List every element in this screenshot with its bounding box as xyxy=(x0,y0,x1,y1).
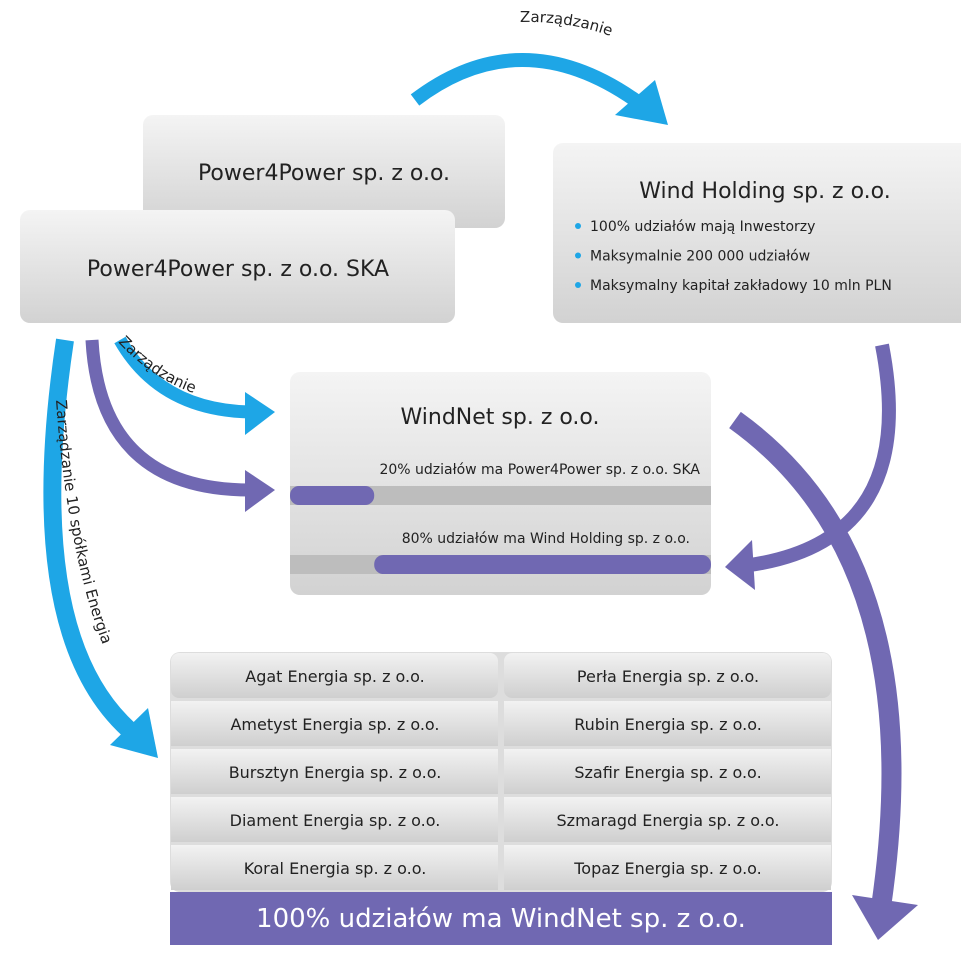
arrow-label: Zarządzanie xyxy=(520,8,615,40)
company-name: Bursztyn Energia sp. z o.o. xyxy=(229,763,442,782)
arrow-mid xyxy=(114,336,251,419)
company-grid: Agat Energia sp. z o.o. Ametyst Energia s… xyxy=(171,653,831,890)
arrow-left xyxy=(43,338,141,742)
company-cell xyxy=(171,653,498,698)
box-title: WindNet sp. z o.o. xyxy=(401,405,600,430)
company-name: Szmaragd Energia sp. z o.o. xyxy=(557,811,780,830)
footer-text: 100% udziałów ma WindNet sp. z o.o. xyxy=(256,904,746,934)
share-bar xyxy=(374,555,711,574)
company-cell xyxy=(504,845,831,890)
bullet-text: Maksymalnie 200 000 udziałów xyxy=(590,249,810,265)
company-name: Koral Energia sp. z o.o. xyxy=(244,859,427,878)
arrowhead xyxy=(615,80,668,125)
company-name: Topaz Energia sp. z o.o. xyxy=(573,859,762,878)
arrowhead xyxy=(852,895,918,940)
company-cell xyxy=(504,749,831,794)
share-label: 80% udziałów ma Wind Holding sp. z o.o. xyxy=(402,531,690,547)
company-name: Ametyst Energia sp. z o.o. xyxy=(230,715,439,734)
company-cell xyxy=(171,701,498,746)
bullet-dot xyxy=(575,252,581,259)
share-track xyxy=(290,486,711,505)
bullet-dot xyxy=(575,282,581,288)
share-label: 20% udziałów ma Power4Power sp. z o.o. S… xyxy=(379,462,700,478)
arrow-purple-left xyxy=(85,339,251,497)
company-cell xyxy=(504,797,831,842)
arrowhead xyxy=(110,708,158,758)
box-title: Power4Power sp. z o.o. SKA xyxy=(87,257,389,282)
box xyxy=(553,143,961,323)
box xyxy=(290,372,711,595)
box-title: Wind Holding sp. z o.o. xyxy=(639,179,890,204)
company-name: Szafir Energia sp. z o.o. xyxy=(574,763,761,782)
company-name: Diament Energia sp. z o.o. xyxy=(230,811,441,830)
company-cell xyxy=(171,749,498,794)
arrowhead xyxy=(245,470,275,512)
bullet-dot xyxy=(575,223,581,229)
company-cell xyxy=(171,797,498,842)
arrowhead xyxy=(725,540,755,590)
arrow-label: Zarządzanie xyxy=(520,8,615,40)
box xyxy=(143,115,505,228)
box xyxy=(20,210,455,323)
bullet-list: 100% udziałów mają Inwestorzy Maksymalnie… xyxy=(575,219,892,294)
company-name: Perła Energia sp. z o.o. xyxy=(577,667,759,686)
arrow-purple-right xyxy=(748,343,896,572)
arrowhead xyxy=(245,392,275,435)
arrow-top xyxy=(410,53,639,106)
bullet-text: 100% udziałów mają Inwestorzy xyxy=(590,219,815,235)
bullet-text: Maksymalny kapitał zakładowy 10 mln PLN xyxy=(590,278,892,294)
company-cell xyxy=(171,845,498,890)
shares: 20% udziałów ma Power4Power sp. z o.o. S… xyxy=(290,462,711,574)
company-cell xyxy=(504,701,831,746)
footer-bar xyxy=(170,892,832,945)
share-bar xyxy=(290,486,375,505)
company-cell xyxy=(504,653,831,698)
arrow-big xyxy=(729,411,902,902)
company-name: Rubin Energia sp. z o.o. xyxy=(574,715,762,734)
company-name: Agat Energia sp. z o.o. xyxy=(245,667,424,686)
box-title: Power4Power sp. z o.o. xyxy=(198,161,450,186)
